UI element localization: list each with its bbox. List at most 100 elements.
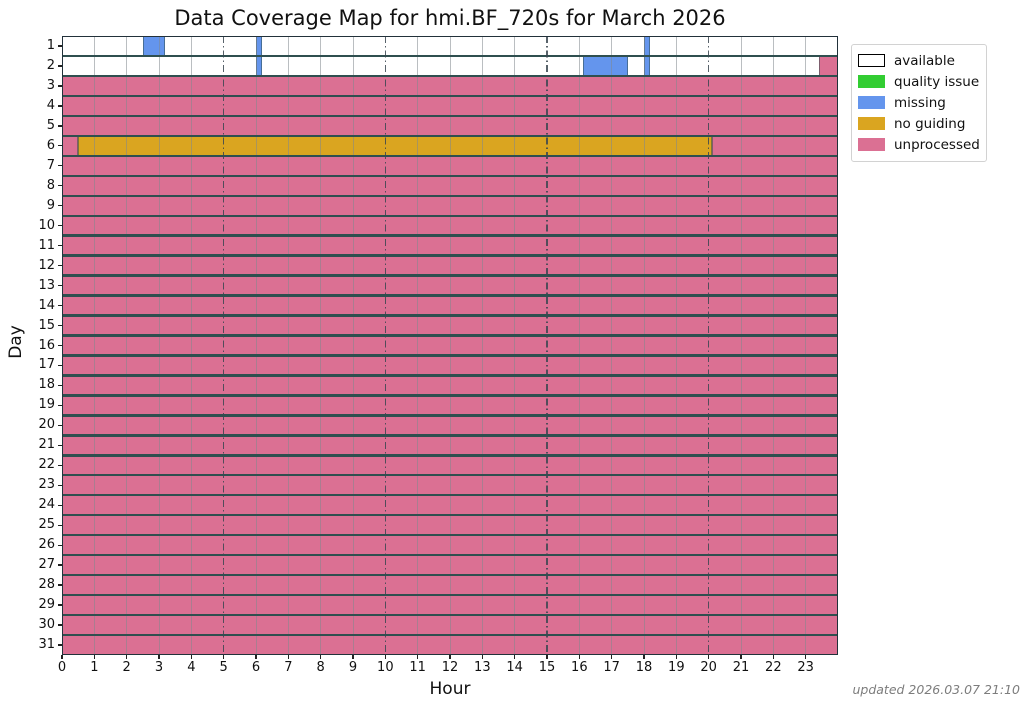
x-tick-label: 0 — [57, 660, 67, 675]
y-tick-label: 16 — [38, 337, 55, 353]
y-tick — [58, 364, 62, 367]
x-tick-label: 21 — [732, 660, 750, 675]
gridline-minor-hour-16 — [578, 36, 580, 655]
x-tick — [675, 655, 677, 659]
y-tick — [58, 284, 62, 287]
y-tick — [58, 604, 62, 606]
coverage-segment-missing — [644, 36, 651, 56]
x-tick-label: 4 — [187, 660, 196, 675]
legend-item-unprocessed: unprocessed — [858, 134, 980, 155]
x-tick — [481, 655, 483, 659]
y-tick — [58, 644, 62, 646]
x-tick — [93, 655, 95, 659]
y-tick-label: 4 — [46, 97, 55, 113]
x-tick-label: 12 — [441, 660, 459, 675]
y-tick-label: 17 — [38, 357, 55, 373]
updated-timestamp: updated 2026.03.07 21:10 — [852, 682, 1020, 697]
legend-item-quality: quality issue — [858, 71, 980, 92]
coverage-segment-missing — [256, 55, 263, 76]
x-tick-label: 20 — [700, 660, 717, 675]
y-tick-label: 6 — [46, 137, 55, 153]
y-tick — [58, 85, 62, 87]
legend-label: no guiding — [894, 115, 966, 132]
x-tick — [190, 655, 192, 659]
y-tick-label: 23 — [38, 477, 55, 493]
day-separator — [62, 214, 838, 217]
y-tick — [58, 145, 62, 147]
gridline-minor-hour-9 — [352, 36, 354, 655]
day-separator — [62, 194, 838, 197]
y-tick — [58, 65, 62, 67]
x-tick — [287, 655, 289, 659]
y-tick-label: 22 — [38, 457, 55, 473]
coverage-segment-available — [650, 55, 819, 76]
y-tick — [58, 324, 62, 327]
y-tick-label: 18 — [38, 377, 55, 393]
y-tick — [58, 304, 62, 307]
chart-title: Data Coverage Map for hmi.BF_720s for Ma… — [174, 6, 726, 30]
y-tick — [58, 245, 62, 247]
legend-label: quality issue — [894, 73, 980, 90]
x-tick-label: 3 — [154, 660, 164, 675]
day-separator — [62, 454, 838, 457]
day-separator — [62, 314, 838, 317]
day-separator — [62, 254, 838, 257]
x-tick-label: 18 — [635, 660, 653, 675]
y-tick — [58, 404, 62, 407]
y-tick — [58, 544, 62, 546]
y-tick-label: 13 — [38, 277, 55, 293]
x-tick-label: 11 — [409, 660, 426, 675]
legend-swatch-available-icon — [858, 54, 885, 67]
day-row-1 — [62, 36, 838, 56]
y-tick — [58, 564, 62, 566]
x-tick — [740, 655, 742, 659]
x-tick — [611, 655, 613, 659]
y-tick-label: 25 — [38, 517, 55, 533]
y-tick — [58, 624, 62, 626]
y-tick-label: 29 — [38, 597, 55, 613]
day-separator — [62, 334, 838, 337]
y-tick-label: 28 — [38, 577, 55, 593]
plot-area — [62, 36, 838, 655]
coverage-segment-missing — [142, 36, 166, 56]
coverage-segment-noguiding — [78, 135, 712, 156]
gridline-minor-hour-17 — [611, 36, 613, 655]
gridline-minor-hour-12 — [449, 36, 451, 655]
day-separator — [62, 434, 838, 437]
x-tick-label: 7 — [284, 660, 293, 675]
y-tick-label: 2 — [46, 57, 55, 73]
y-axis-label: Day — [6, 325, 26, 359]
y-tick-label: 1 — [46, 37, 55, 53]
x-tick-label: 17 — [603, 660, 620, 675]
legend-label: available — [894, 52, 955, 69]
x-tick — [772, 655, 774, 659]
legend-swatch-noguiding-icon — [858, 117, 885, 130]
y-tick — [58, 384, 62, 387]
gridline-major-hour-5 — [222, 36, 225, 655]
day-separator — [62, 533, 838, 537]
y-tick-label: 9 — [46, 197, 55, 213]
x-tick-label: 23 — [797, 660, 814, 675]
y-tick-label: 14 — [38, 297, 55, 313]
x-tick-label: 1 — [90, 660, 99, 675]
x-tick-label: 6 — [251, 660, 261, 675]
x-tick — [708, 655, 710, 659]
gridline-minor-hour-4 — [190, 36, 192, 655]
gridline-minor-hour-21 — [740, 36, 742, 655]
gridline-minor-hour-23 — [805, 36, 807, 655]
y-tick — [58, 165, 62, 167]
x-tick — [61, 655, 63, 659]
x-tick — [320, 655, 322, 659]
x-tick — [255, 655, 257, 659]
x-tick-label: 8 — [316, 660, 325, 675]
legend-swatch-missing-icon — [858, 96, 885, 109]
y-tick — [58, 524, 62, 526]
gridline-minor-hour-19 — [675, 36, 677, 655]
coverage-segment-available — [165, 36, 256, 56]
day-separator — [62, 613, 838, 617]
x-tick — [223, 655, 225, 659]
x-axis-label: Hour — [429, 679, 471, 699]
gridline-major-hour-15 — [546, 36, 548, 655]
gridline-minor-hour-8 — [320, 36, 322, 655]
